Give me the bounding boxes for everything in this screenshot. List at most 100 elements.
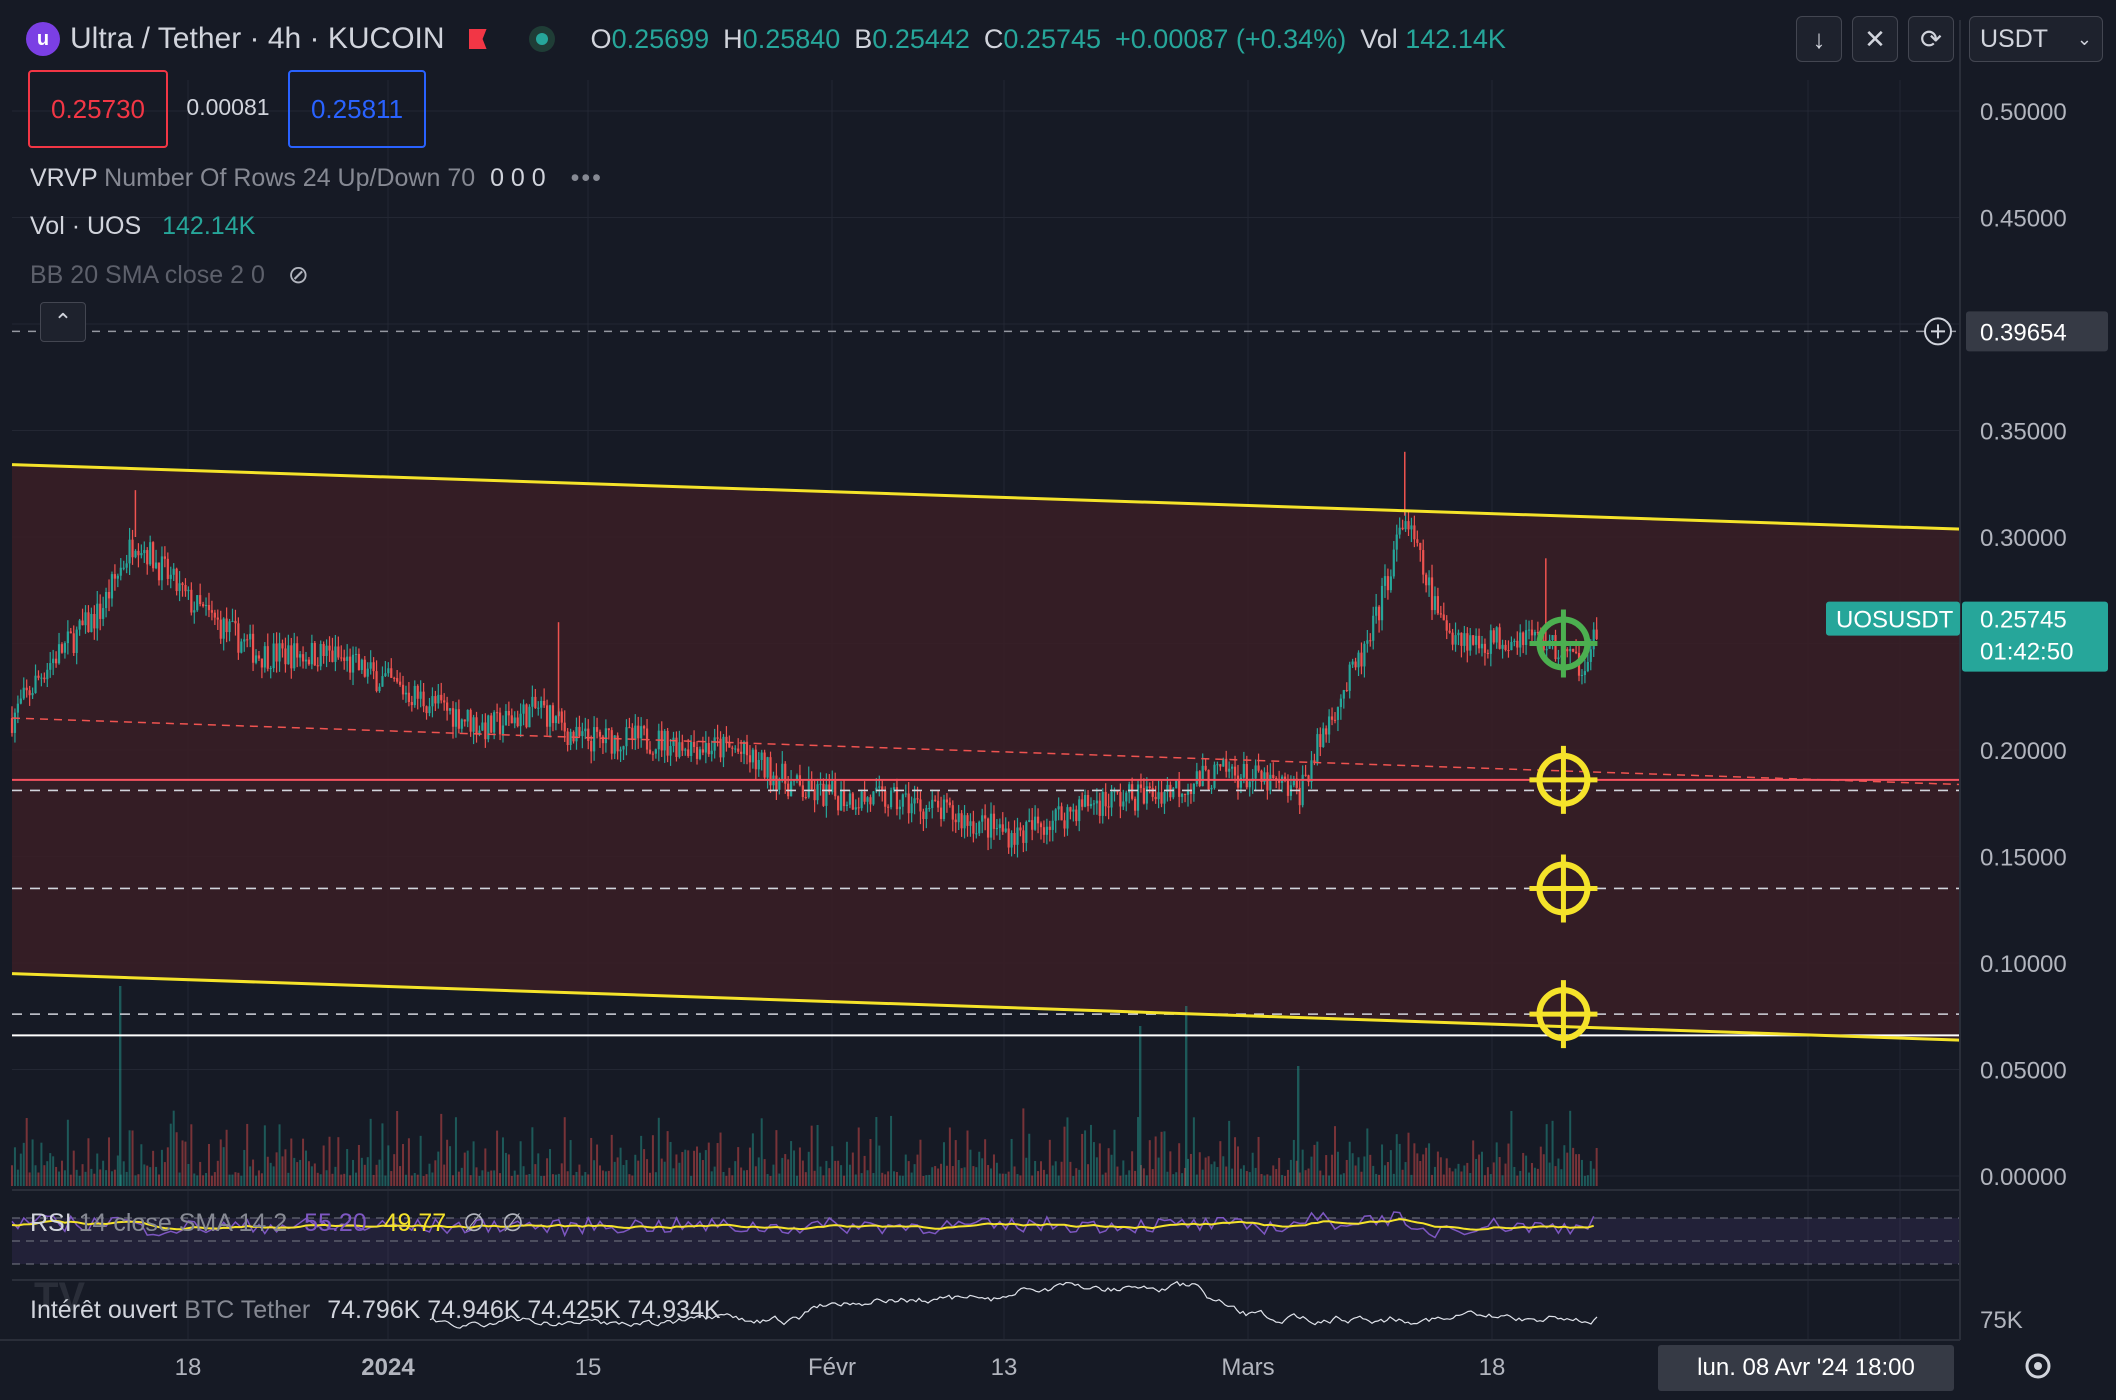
volume-bar	[807, 1151, 810, 1186]
candle-body	[989, 813, 993, 838]
volume-bar	[310, 1166, 313, 1186]
crosshair-price-label: 0.39654	[1980, 319, 2067, 346]
volume-bar	[1513, 1166, 1516, 1186]
candle-body	[869, 797, 872, 805]
candle-body	[1198, 771, 1201, 787]
collapse-icon[interactable]: ✕	[1852, 16, 1898, 62]
volume-bar	[516, 1174, 519, 1186]
candle-body	[907, 793, 910, 814]
volume-bar	[554, 1174, 557, 1186]
sell-button[interactable]: 0.25730	[28, 70, 168, 148]
market-status-icon[interactable]	[528, 26, 555, 52]
volume-bar	[393, 1154, 396, 1186]
volume-legend[interactable]: Vol · UOS 142.14K	[30, 212, 256, 240]
candle-body	[1445, 620, 1448, 631]
candle-body	[149, 542, 152, 565]
volume-bar	[99, 1169, 102, 1186]
volume-bar	[1204, 1157, 1207, 1186]
volume-bar	[551, 1174, 554, 1186]
candle-body	[1383, 576, 1387, 586]
candle-body	[202, 604, 205, 607]
candle-body	[210, 610, 214, 613]
volume-bar	[281, 1156, 284, 1186]
candle-body	[581, 731, 584, 737]
hidden-eye-icon[interactable]: ⊘	[287, 261, 309, 289]
candle-body	[1328, 716, 1331, 735]
volume-bar	[252, 1159, 255, 1186]
volume-bar	[1075, 1168, 1078, 1186]
candle-body	[860, 791, 863, 809]
bb-legend[interactable]: BB 20 SMA close 2 0 ⊘	[30, 261, 309, 289]
volume-bar	[90, 1168, 93, 1186]
volume-bar	[1154, 1136, 1157, 1186]
price-tick-label: 0.05000	[1980, 1058, 2067, 1085]
vrvp-legend[interactable]: VRVP Number Of Rows 24 Up/Down 70 0 0 0 …	[30, 164, 603, 192]
volume-bar	[763, 1159, 766, 1186]
volume-bar	[613, 1161, 616, 1186]
volume-bar	[407, 1138, 410, 1186]
candle-body	[510, 715, 513, 724]
candle-body	[1466, 633, 1469, 651]
volume-bar	[199, 1161, 202, 1186]
volume-bar	[1478, 1154, 1481, 1186]
candle-body	[13, 712, 17, 733]
volume-bar	[428, 1163, 431, 1186]
buy-button[interactable]: 0.25811	[288, 70, 426, 148]
currency-select[interactable]: USDT ⌄	[1969, 16, 2103, 62]
volume-bar	[210, 1175, 213, 1186]
volume-bar	[66, 1119, 69, 1186]
refresh-icon[interactable]: ⟳	[1908, 16, 1954, 62]
volume-bar	[1281, 1174, 1284, 1186]
candle-body	[666, 730, 669, 756]
collapse-legend-button[interactable]: ⌃	[40, 302, 86, 342]
volume-bar	[1245, 1171, 1248, 1186]
volume-bar	[1383, 1165, 1386, 1186]
candle-body	[251, 633, 255, 663]
volume-bar	[845, 1141, 848, 1186]
candle-body	[1286, 780, 1290, 796]
candle-body	[501, 725, 505, 735]
rsi-legend[interactable]: RSI 14 close SMA 14 2 55.20 49.77 ∅ ∅	[30, 1209, 524, 1237]
candle-body	[1569, 648, 1572, 652]
volume-bar	[769, 1175, 772, 1186]
volume-bar	[1060, 1161, 1063, 1186]
volume-bar	[754, 1166, 757, 1186]
candle-body	[1513, 640, 1516, 642]
volume-bar	[416, 1174, 419, 1186]
candle-body	[704, 743, 707, 753]
candle-body	[889, 790, 893, 808]
candle-body	[863, 791, 866, 802]
symbol-title[interactable]: Ultra / Tether · 4h · KUCOIN	[70, 22, 445, 55]
candle-body	[440, 694, 443, 701]
candle-body	[742, 741, 746, 754]
volume-bar	[190, 1124, 193, 1186]
candle-body	[487, 715, 490, 740]
horizontal-levels	[11, 717, 2116, 1037]
volume-bar	[1386, 1161, 1389, 1186]
volume-bar	[1001, 1173, 1004, 1186]
flag-icon[interactable]	[468, 29, 487, 49]
volume-bar	[543, 1175, 546, 1186]
oi-tick-label: 75K	[1980, 1307, 2023, 1334]
candle-body	[775, 775, 778, 790]
more-icon[interactable]: •••	[570, 164, 603, 192]
candle-body	[478, 730, 481, 734]
target-icon	[1529, 980, 1598, 1049]
candle-body	[725, 736, 728, 744]
candle-body	[204, 604, 208, 607]
candle-body	[304, 659, 308, 662]
candle-body	[1457, 632, 1460, 636]
oi-legend[interactable]: Intérêt ouvert BTC Tether 74.796K 74.946…	[30, 1296, 721, 1324]
volume-bar	[119, 1174, 122, 1186]
candle-body	[1442, 614, 1445, 621]
candle-body	[34, 675, 37, 694]
candle-body	[1504, 644, 1507, 651]
volume-bar	[360, 1157, 363, 1186]
volume-bar	[778, 1173, 781, 1186]
candle-body	[1034, 816, 1037, 830]
candle-body	[134, 550, 137, 558]
download-icon[interactable]: ↓	[1796, 16, 1842, 62]
candle-body	[972, 821, 975, 834]
target-dot	[1559, 639, 1568, 648]
